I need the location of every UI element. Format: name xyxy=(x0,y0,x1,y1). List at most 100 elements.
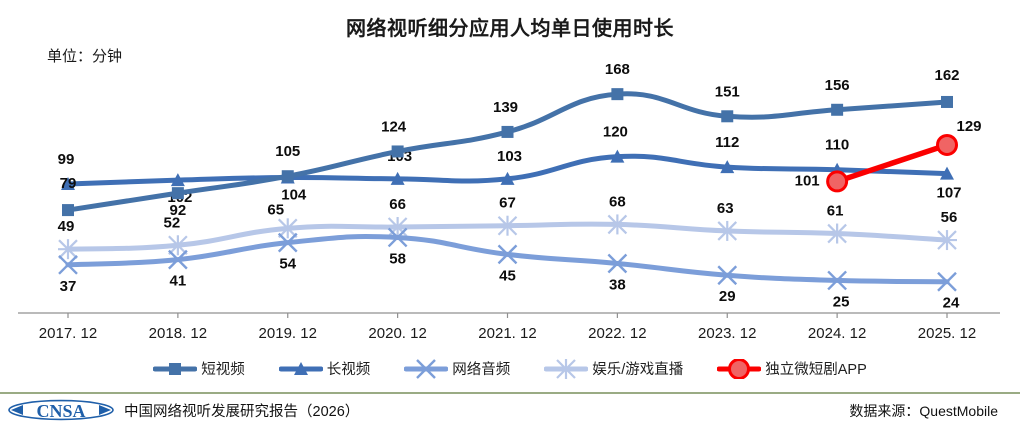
series-独立微短剧APP xyxy=(826,133,958,193)
x-axis-label: 2021. 12 xyxy=(478,325,536,342)
x-axis-label: 2023. 12 xyxy=(698,325,756,342)
legend-marker xyxy=(728,358,751,379)
data-label: 66 xyxy=(389,196,406,213)
line-chart-plot: 49 52 65 66 67 68 63 61 56 37 41 54 58 45 38 29 25 24 99 10… xyxy=(18,61,1000,342)
data-label: 58 xyxy=(389,250,406,267)
marker-square xyxy=(391,145,404,158)
marker-square xyxy=(281,170,294,183)
legend-item-短视频[interactable]: 短视频 xyxy=(153,358,245,379)
marker-circle xyxy=(936,133,958,156)
series-网络音频 xyxy=(58,227,957,292)
marker-x xyxy=(277,232,298,253)
data-label: 120 xyxy=(603,124,628,141)
legend-label: 长视频 xyxy=(326,362,371,378)
data-label: 25 xyxy=(833,293,850,310)
marker-x xyxy=(827,270,847,291)
data-label: 99 xyxy=(58,151,75,168)
x-axis-label: 2025. 12 xyxy=(918,325,976,342)
marker-square xyxy=(171,187,184,200)
marker-asterisk xyxy=(58,239,78,260)
data-label: 107 xyxy=(936,185,961,202)
legend-marker-square-icon xyxy=(153,362,198,375)
marker-triangle xyxy=(940,166,954,180)
legend-item-网络音频[interactable]: 网络音频 xyxy=(404,358,510,379)
marker-square xyxy=(831,103,844,116)
data-label: 105 xyxy=(275,143,300,160)
data-label: 63 xyxy=(717,200,734,217)
data-label: 29 xyxy=(719,288,736,305)
x-axis-label: 2024. 12 xyxy=(808,325,866,342)
legend-marker xyxy=(556,358,577,379)
data-label: 52 xyxy=(164,214,181,231)
series-短视频 xyxy=(62,88,953,217)
marker-x xyxy=(58,254,78,275)
legend-item-长视频[interactable]: 长视频 xyxy=(278,358,371,379)
data-label: 37 xyxy=(60,278,77,295)
x-axis-label: 2018. 12 xyxy=(149,325,207,342)
marker-asterisk xyxy=(497,215,518,236)
legend-marker-triangle-icon xyxy=(278,361,323,375)
data-label: 65 xyxy=(267,201,284,218)
data-label: 112 xyxy=(715,134,739,151)
legend-marker-x-icon xyxy=(404,358,449,379)
marker-x xyxy=(497,244,518,265)
marker-x xyxy=(168,249,188,270)
series-娱乐/游戏直播 xyxy=(58,214,957,260)
footer-report-title: 中国网络视听发展研究报告（2026） xyxy=(124,403,360,420)
legend-marker-circle-icon xyxy=(717,358,762,379)
footer-data-source: 数据来源：QuestMobile xyxy=(849,403,998,419)
chart-legend: 短视频 长视频 网络音频 娱乐/游戏直播 独立微短剧APP xyxy=(0,358,1020,379)
legend-marker-asterisk-icon xyxy=(544,358,589,379)
marker-asterisk xyxy=(827,223,848,244)
marker-x xyxy=(937,271,957,292)
marker-triangle xyxy=(170,173,185,187)
legend-label: 娱乐/游戏直播 xyxy=(592,362,684,378)
marker-x xyxy=(717,265,738,286)
data-label: 92 xyxy=(170,202,187,219)
marker-asterisk xyxy=(277,218,298,239)
marker-triangle xyxy=(61,177,75,191)
x-axis-label: 2020. 12 xyxy=(368,325,426,342)
footer-left-group: CNSA 中国网络视听发展研究报告（2026） xyxy=(7,399,359,421)
marker-triangle xyxy=(500,171,515,185)
data-label: 54 xyxy=(279,256,296,273)
data-label: 168 xyxy=(605,61,630,78)
marker-triangle xyxy=(390,171,405,185)
marker-circle xyxy=(826,170,849,193)
marker-square xyxy=(501,125,514,138)
data-label: 129 xyxy=(956,118,981,135)
data-label: 151 xyxy=(715,83,740,100)
marker-asterisk xyxy=(387,217,408,238)
marker-triangle xyxy=(610,149,625,163)
legend-item-独立微短剧APP[interactable]: 独立微短剧APP xyxy=(717,358,867,379)
legend-marker xyxy=(416,358,437,379)
marker-asterisk xyxy=(167,235,188,256)
svg-text:CNSA: CNSA xyxy=(36,401,85,421)
marker-square xyxy=(721,110,734,123)
marker-x xyxy=(387,227,408,248)
marker-square xyxy=(611,88,624,101)
legend-item-娱乐/游戏直播[interactable]: 娱乐/游戏直播 xyxy=(544,358,683,379)
data-label: 49 xyxy=(58,218,75,235)
x-axis-label: 2017. 12 xyxy=(39,325,97,342)
data-label: 41 xyxy=(170,273,187,290)
x-axis-label: 2019. 12 xyxy=(259,325,317,342)
data-label: 124 xyxy=(381,118,407,135)
marker-asterisk xyxy=(937,230,957,251)
data-label: 101 xyxy=(795,172,820,189)
marker-triangle xyxy=(720,160,735,174)
x-axis-label: 2022. 12 xyxy=(588,325,646,342)
data-label: 156 xyxy=(825,77,850,94)
legend-label: 独立微短剧APP xyxy=(765,362,867,378)
series-line xyxy=(834,142,950,185)
marker-asterisk xyxy=(717,220,738,241)
cnsa-logo-icon: CNSA xyxy=(8,399,114,421)
legend-marker xyxy=(293,361,308,375)
data-label: 68 xyxy=(609,193,626,210)
legend-label: 短视频 xyxy=(201,362,245,378)
data-label: 79 xyxy=(60,175,77,192)
data-label: 67 xyxy=(499,195,516,212)
data-label: 56 xyxy=(941,209,958,226)
data-label: 24 xyxy=(943,295,960,312)
